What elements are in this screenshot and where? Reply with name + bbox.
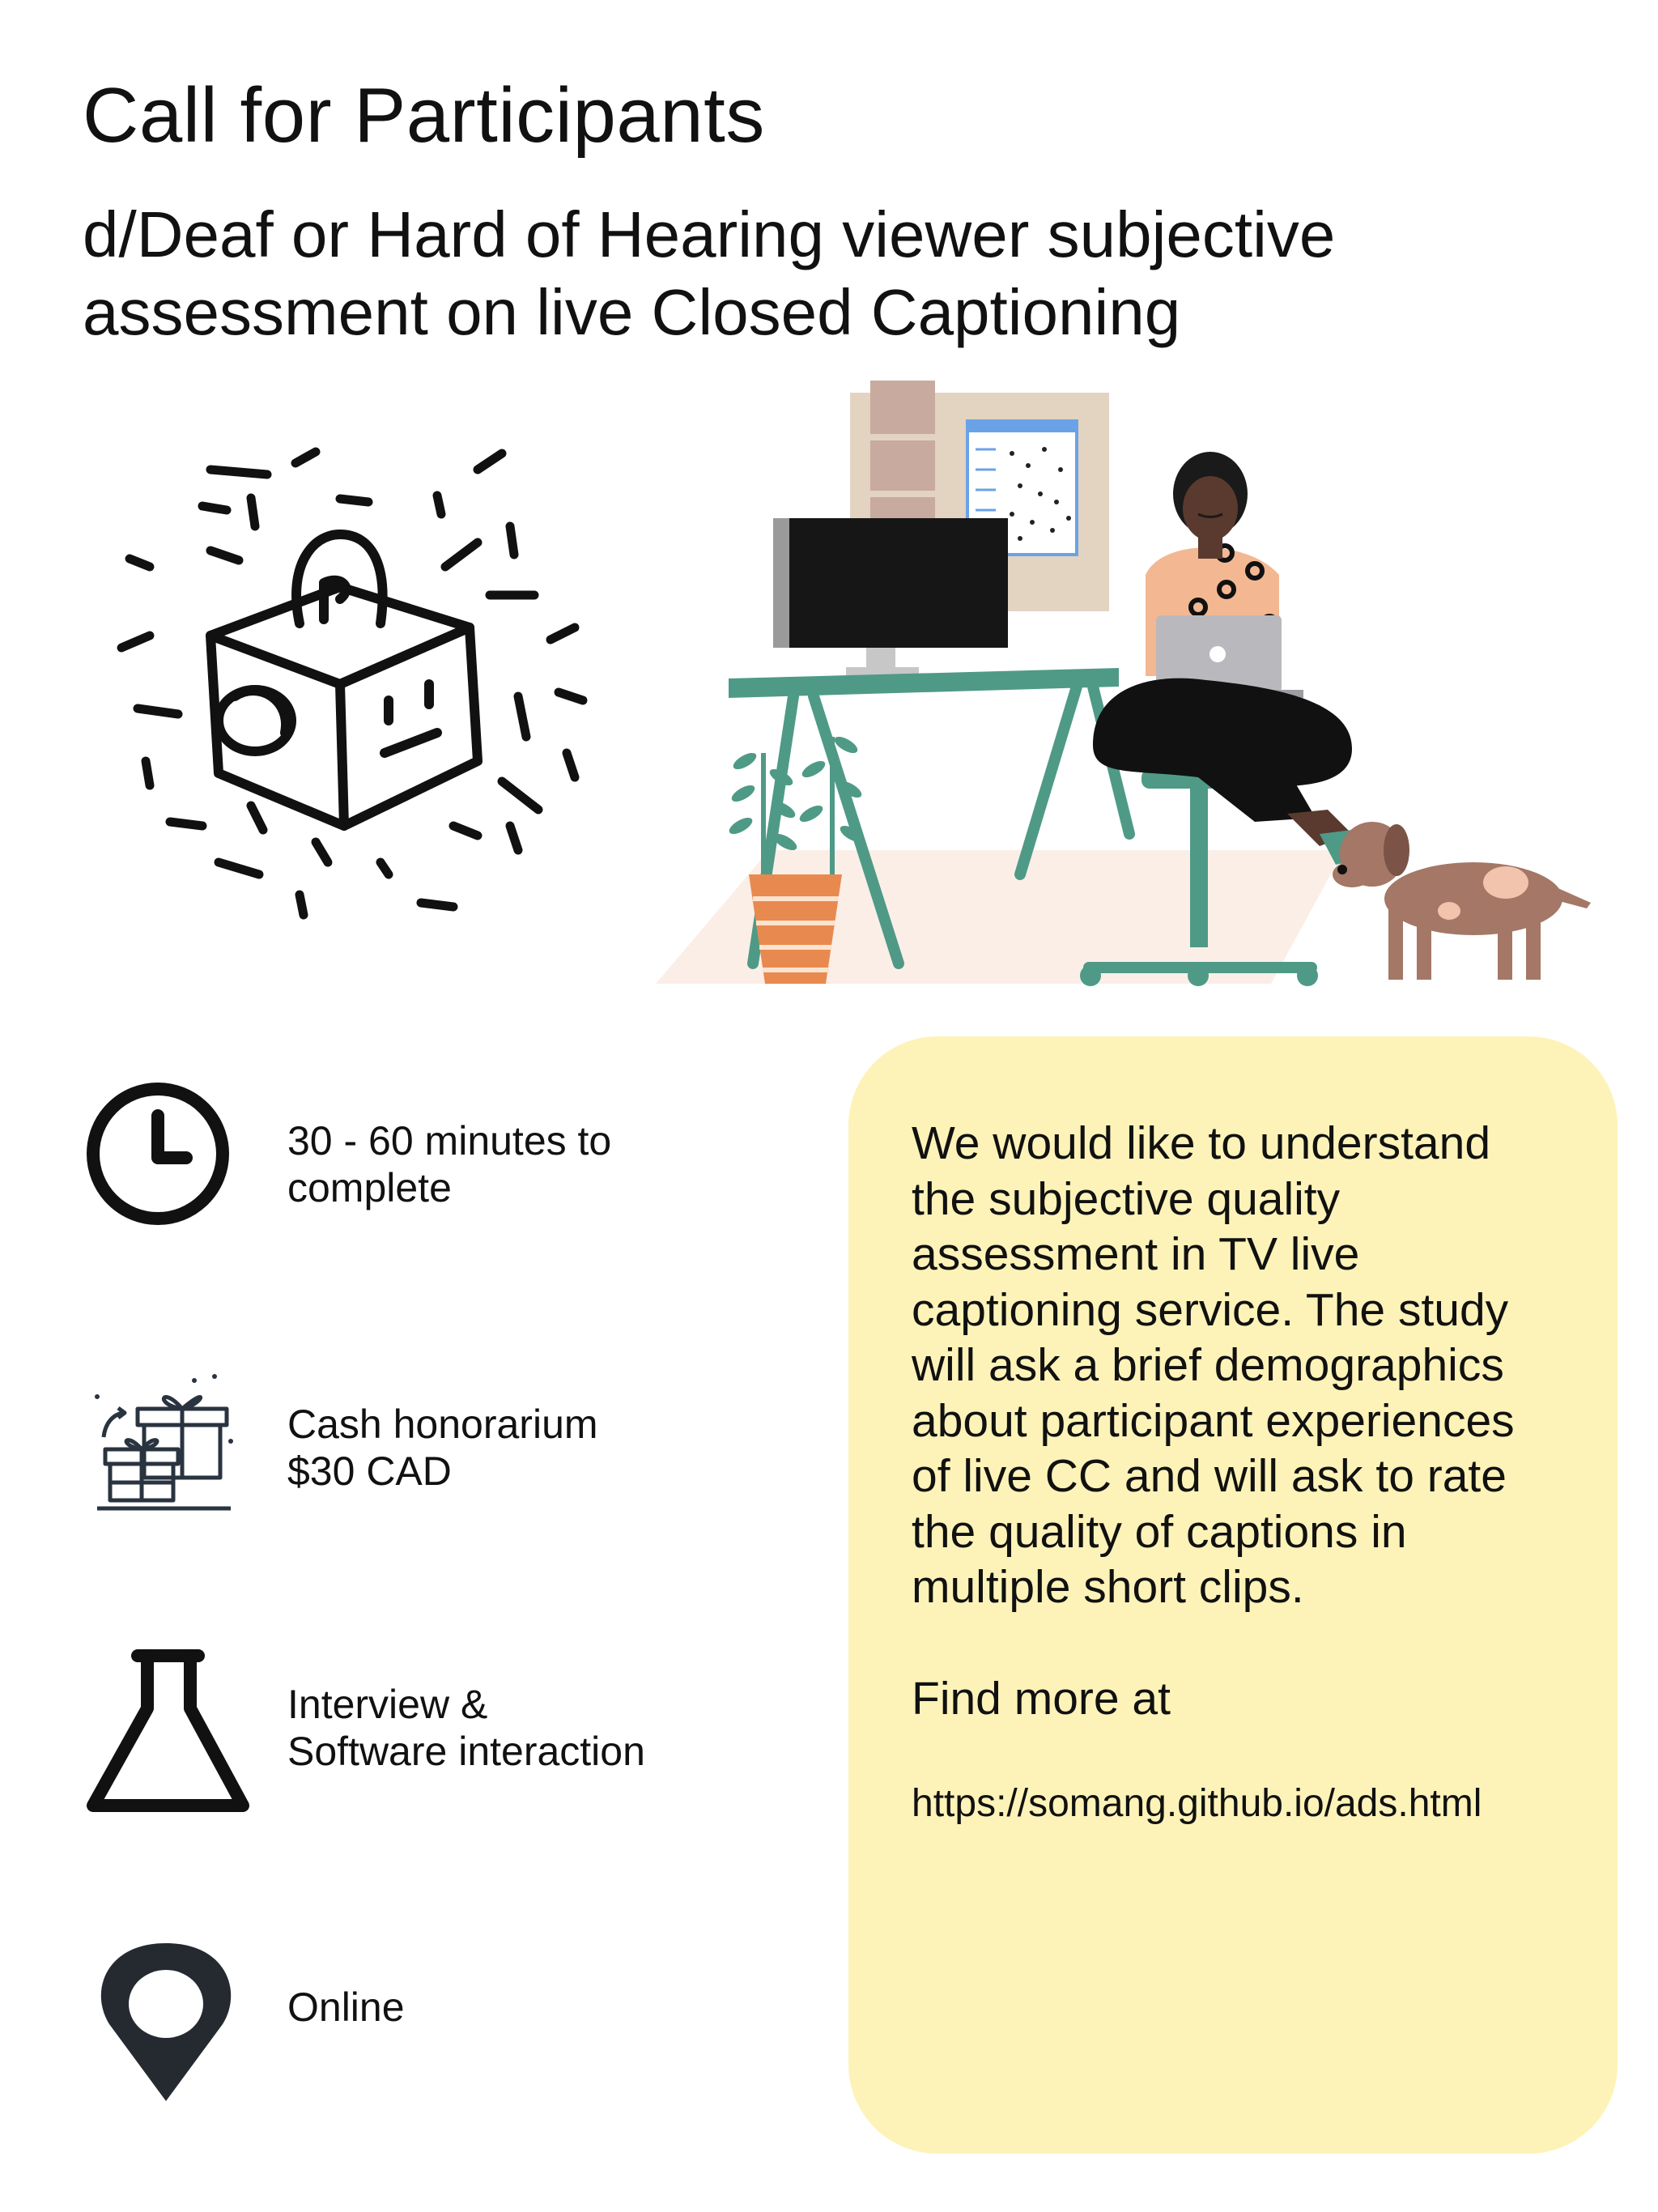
page-subtitle: d/Deaf or Hard of Hearing viewer subject… — [83, 196, 1540, 351]
description-line: assessment in TV live — [912, 1228, 1360, 1280]
camera-box-illustration — [97, 421, 631, 923]
desk-leg — [808, 691, 904, 969]
plant-leaves — [729, 736, 864, 874]
monitor — [773, 518, 1008, 648]
description-line: captioning service. The study — [912, 1283, 1509, 1336]
flask-icon — [81, 1644, 259, 1822]
description-line: multiple short clips. — [912, 1561, 1304, 1613]
info-card: We would like to understand the subjecti… — [848, 1036, 1618, 2154]
subtitle-line-1: d/Deaf or Hard of Hearing viewer subject… — [83, 198, 1336, 270]
study-description: We would like to understand the subjecti… — [912, 1116, 1515, 1615]
description-line: of live CC and will ask to rate — [912, 1450, 1507, 1502]
description-line: the quality of captions in — [912, 1505, 1407, 1558]
description-line: about participant experiences — [912, 1394, 1515, 1447]
find-more-label: Find more at — [912, 1673, 1171, 1725]
feature-honorarium-line-1: Cash honorarium — [287, 1402, 598, 1447]
plant-pot — [749, 874, 842, 984]
feature-location-line-1: Online — [287, 1984, 405, 2030]
description-line: the subjective quality — [912, 1172, 1341, 1225]
page-title: Call for Participants — [83, 72, 765, 159]
subtitle-line-2: assessment on live Closed Captioning — [83, 276, 1181, 348]
study-link[interactable]: https://somang.github.io/ads.html — [912, 1782, 1482, 1825]
description-line: will ask a brief demographics — [912, 1339, 1504, 1391]
desk-leg — [1014, 681, 1082, 880]
feature-duration-line-1: 30 - 60 minutes to — [287, 1118, 612, 1163]
camera-box-icon — [117, 447, 588, 920]
clock-icon — [81, 1077, 235, 1231]
workspace-scene — [656, 381, 1591, 986]
feature-location-text: Online — [287, 1984, 405, 2031]
feature-method-line-1: Interview & — [287, 1682, 488, 1727]
feature-method-line-2: Software interaction — [287, 1729, 645, 1774]
person-legs — [1093, 678, 1352, 786]
feature-method-text: Interview & Software interaction — [287, 1681, 645, 1775]
desk-top — [729, 668, 1119, 698]
feature-duration-line-2: complete — [287, 1165, 452, 1210]
feature-honorarium-text: Cash honorarium $30 CAD — [287, 1401, 598, 1495]
location-pin-icon — [81, 1935, 243, 2105]
gift-icon — [81, 1364, 235, 1518]
workspace-illustration — [640, 381, 1595, 996]
feature-honorarium-line-2: $30 CAD — [287, 1448, 452, 1494]
description-line: We would like to understand — [912, 1117, 1491, 1169]
dog — [1333, 822, 1591, 980]
feature-duration-text: 30 - 60 minutes to complete — [287, 1117, 611, 1211]
